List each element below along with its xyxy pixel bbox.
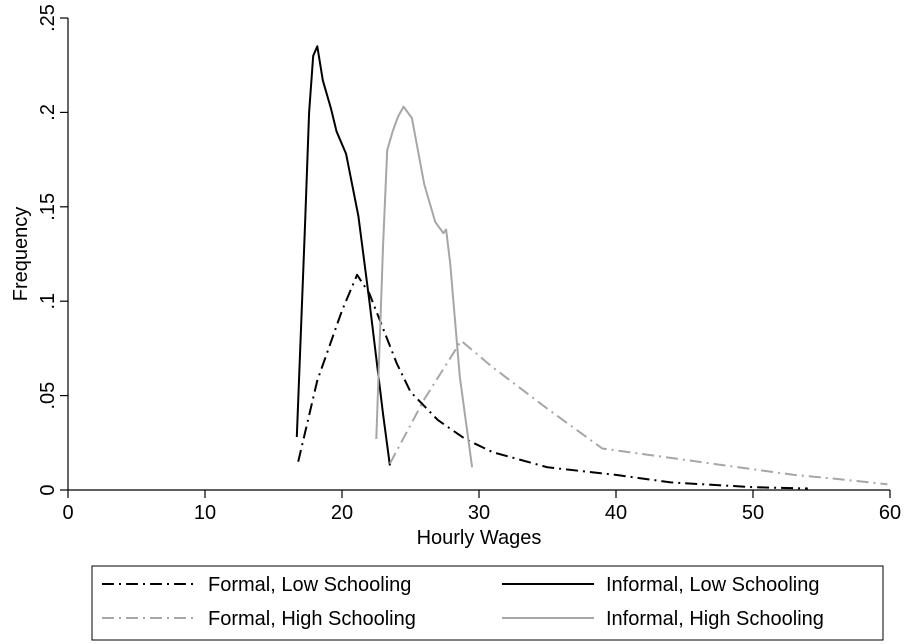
- series-line-2: [295, 45, 391, 466]
- legend-label-2: Informal, Low Schooling: [606, 574, 819, 596]
- x-tick-label: 40: [605, 502, 627, 524]
- x-tick-label: 30: [468, 502, 490, 524]
- y-axis: 0 .05 .1 .15 .2 .25: [37, 4, 69, 496]
- legend-label-3: Formal, High Schooling: [208, 608, 416, 630]
- legend-label-1: Formal, Low Schooling: [208, 574, 411, 596]
- y-tick-label: .1: [37, 293, 59, 310]
- legend-label-4: Informal, High Schooling: [606, 608, 824, 630]
- y-axis-title: Frequency: [10, 207, 32, 302]
- x-axis: 0 10 20 30 40 50 60: [62, 489, 901, 524]
- y-tick-label: .2: [37, 104, 59, 121]
- x-axis-title: Hourly Wages: [417, 527, 542, 549]
- y-tick-label: .15: [37, 193, 59, 221]
- series-line-3: [389, 339, 888, 486]
- x-tick-label: 0: [62, 502, 73, 524]
- y-tick-label: .25: [37, 4, 59, 32]
- y-tick-label: 0: [37, 484, 59, 495]
- x-tick-label: 50: [742, 502, 764, 524]
- series-line-4: [375, 105, 474, 468]
- x-tick-label: 60: [879, 502, 901, 524]
- legend: Formal, Low Schooling Informal, Low Schoo…: [91, 565, 884, 641]
- series-line-1: [297, 273, 808, 490]
- x-tick-label: 20: [331, 502, 353, 524]
- legend-box: [91, 565, 884, 641]
- x-tick-label: 10: [194, 502, 216, 524]
- plot-area: [295, 45, 888, 490]
- y-tick-label: .05: [37, 382, 59, 410]
